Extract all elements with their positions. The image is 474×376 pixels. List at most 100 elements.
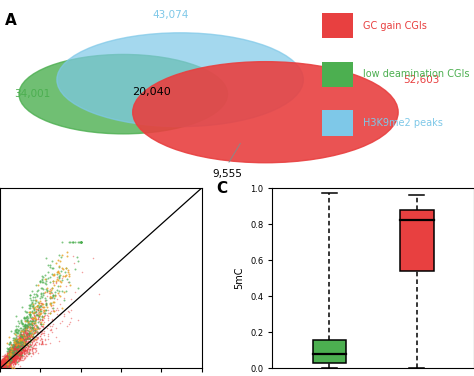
- Point: [8, 342, 15, 348]
- Point: [36, 305, 43, 311]
- Point: [4, 350, 12, 356]
- Point: [0, 363, 6, 369]
- Point: [12, 344, 20, 350]
- Point: [39, 274, 46, 280]
- Point: [0, 358, 7, 364]
- Point: [0, 365, 6, 371]
- Point: [4, 353, 12, 359]
- Point: [9, 347, 17, 353]
- Point: [49, 280, 57, 286]
- Point: [67, 315, 75, 321]
- Point: [0, 362, 7, 368]
- Point: [0, 361, 4, 367]
- Point: [2, 356, 10, 362]
- Point: [4, 361, 12, 367]
- Point: [21, 350, 28, 356]
- Point: [13, 353, 20, 359]
- Point: [0, 362, 8, 368]
- Point: [0, 361, 5, 367]
- Point: [15, 341, 22, 347]
- Point: [0, 365, 8, 371]
- Point: [10, 351, 18, 357]
- Point: [0, 365, 4, 371]
- Point: [5, 356, 12, 362]
- Point: [0, 365, 4, 371]
- Point: [18, 331, 26, 337]
- Point: [17, 329, 24, 335]
- Point: [7, 349, 14, 355]
- Point: [16, 336, 24, 342]
- Point: [0, 365, 4, 371]
- Point: [13, 348, 21, 354]
- Point: [23, 316, 30, 322]
- Point: [11, 345, 18, 351]
- Point: [5, 353, 12, 359]
- Point: [5, 352, 13, 358]
- Point: [69, 239, 76, 245]
- Point: [21, 347, 28, 353]
- Point: [13, 358, 20, 364]
- Point: [29, 315, 37, 321]
- Point: [1, 365, 9, 371]
- Point: [17, 352, 25, 358]
- Point: [0, 364, 8, 370]
- Point: [3, 362, 11, 368]
- Point: [2, 360, 10, 366]
- Point: [34, 312, 41, 318]
- Point: [2, 356, 9, 362]
- Point: [0, 357, 6, 363]
- Point: [0, 365, 6, 371]
- Point: [5, 364, 12, 370]
- Point: [0, 365, 6, 371]
- Point: [17, 348, 24, 354]
- Point: [5, 358, 13, 364]
- Point: [6, 359, 14, 365]
- Point: [0, 365, 6, 371]
- Point: [1, 364, 9, 370]
- Point: [12, 347, 19, 353]
- Point: [14, 344, 21, 350]
- Point: [12, 355, 20, 361]
- Point: [7, 353, 14, 359]
- Point: [0, 365, 4, 371]
- Point: [0, 361, 7, 367]
- Point: [15, 345, 22, 351]
- Point: [12, 338, 19, 344]
- Point: [2, 356, 10, 362]
- Point: [43, 303, 50, 309]
- Point: [2, 359, 10, 365]
- Point: [15, 347, 23, 353]
- Point: [9, 353, 16, 359]
- Point: [35, 312, 42, 318]
- Point: [0, 365, 5, 371]
- Point: [6, 351, 14, 357]
- Point: [0, 358, 7, 364]
- Point: [16, 345, 24, 351]
- Point: [0, 362, 5, 368]
- Point: [20, 351, 28, 357]
- Point: [0, 365, 7, 371]
- Point: [19, 335, 27, 341]
- Point: [0, 362, 7, 368]
- Point: [8, 358, 15, 364]
- Point: [6, 357, 13, 363]
- Point: [4, 359, 11, 365]
- Point: [11, 358, 18, 364]
- Point: [10, 343, 18, 349]
- Point: [5, 355, 12, 361]
- Point: [19, 335, 27, 341]
- Point: [3, 362, 11, 368]
- Point: [0, 363, 6, 369]
- Point: [11, 347, 19, 353]
- Point: [11, 357, 18, 363]
- Point: [36, 303, 44, 309]
- Point: [10, 330, 18, 336]
- Point: [4, 352, 12, 358]
- Point: [8, 353, 16, 359]
- Point: [10, 348, 18, 354]
- Point: [3, 360, 10, 366]
- Point: [0, 361, 8, 367]
- Point: [0, 364, 5, 370]
- Point: [16, 348, 24, 354]
- Point: [8, 350, 15, 356]
